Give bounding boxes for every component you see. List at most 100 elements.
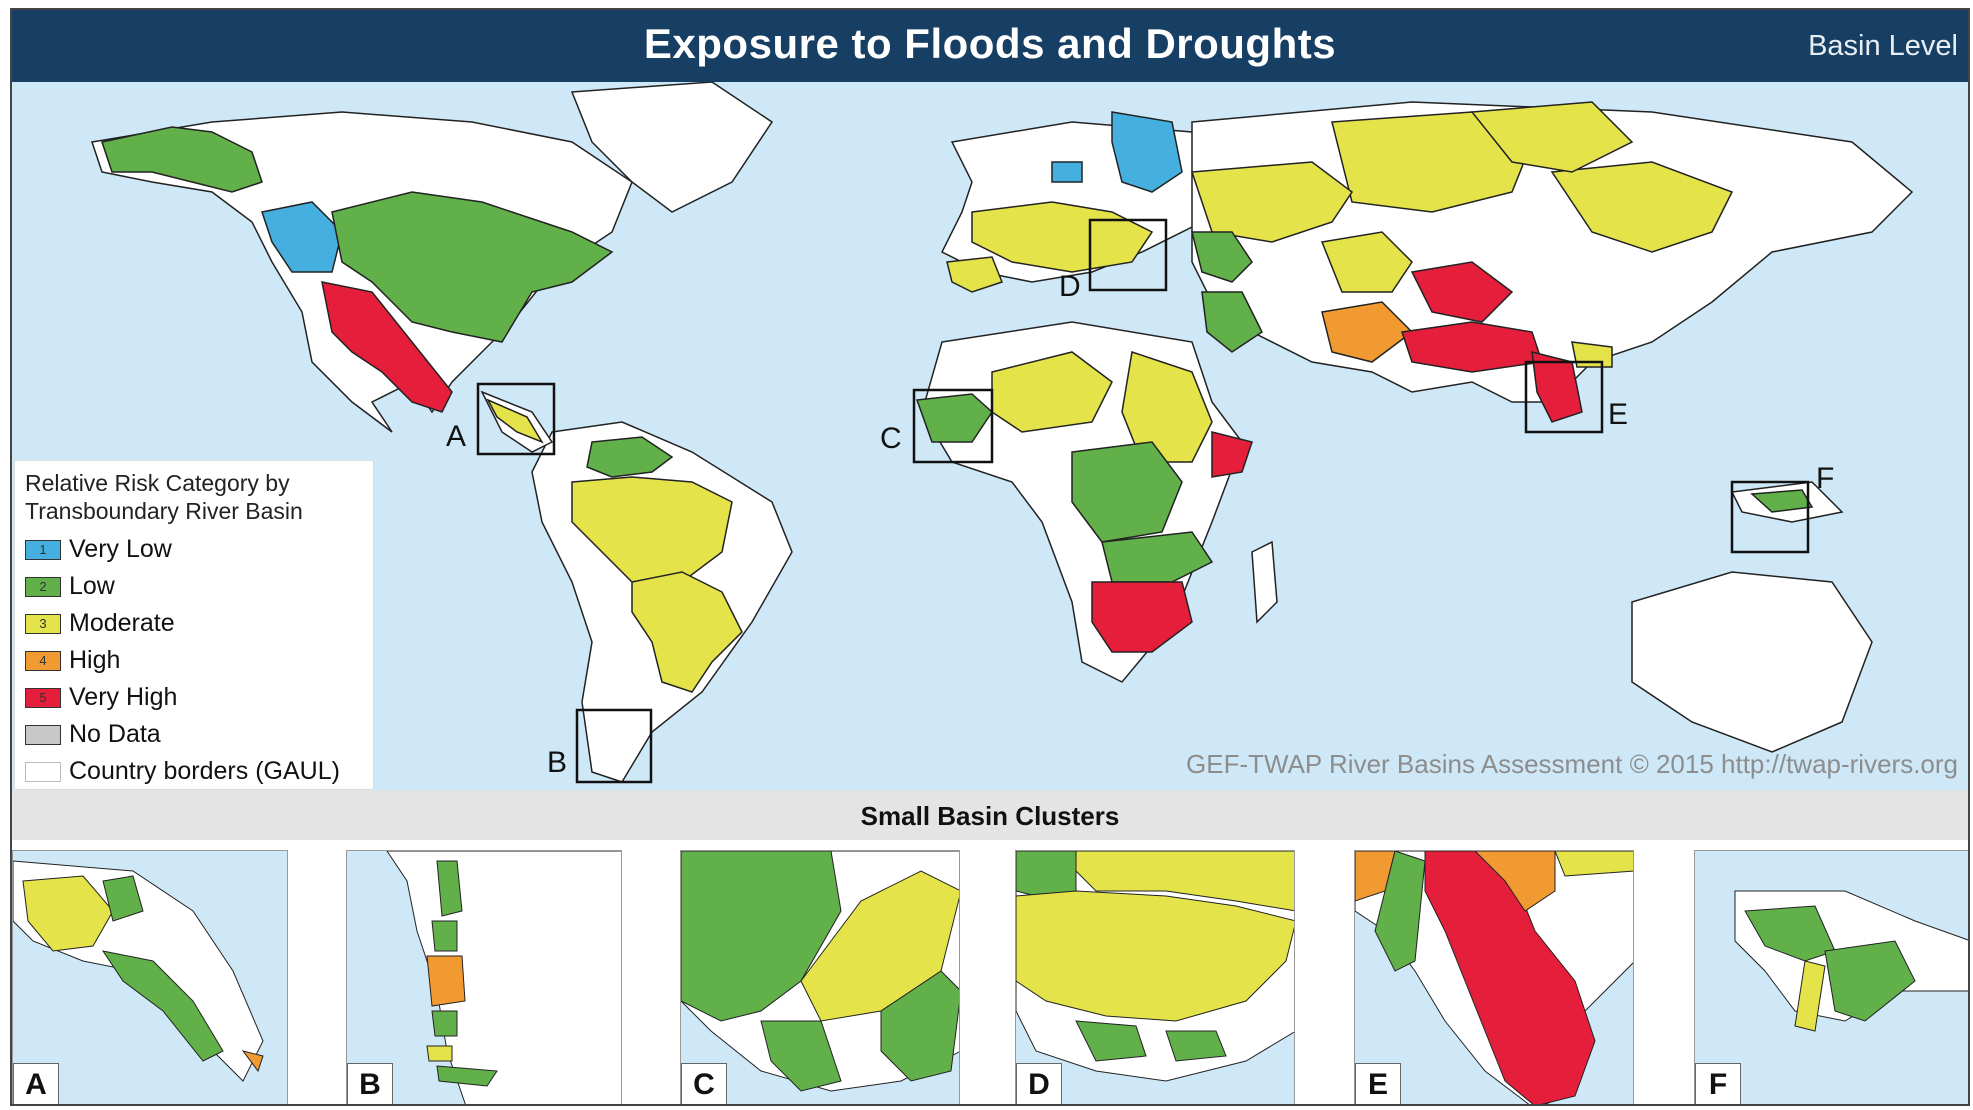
basin-horn-very-high [1211, 431, 1253, 478]
basin-scandinavia-very-low [1111, 111, 1183, 193]
basin-b-high [426, 955, 466, 1007]
basin-ganges-very-high [1401, 321, 1543, 373]
legend-swatch: 1 [25, 539, 61, 560]
legend-item-country-borders: Country borders (GAUL) [25, 753, 363, 790]
legend-item-high: 4 High [25, 642, 363, 679]
basin-b-low-4 [436, 1065, 498, 1087]
panel-label-d: D [1016, 1063, 1062, 1104]
basin-alaska-low [101, 126, 263, 193]
cluster-panel-f: F [1694, 850, 1968, 1104]
basin-b-low-1 [436, 860, 463, 917]
inset-box-c [912, 388, 994, 464]
basin-caspian-low [1191, 231, 1253, 283]
basin-a-moderate [22, 875, 114, 952]
panel-label-a: A [13, 1063, 59, 1104]
cluster-panels: A B C [12, 840, 1968, 1104]
inset-label-d: D [1059, 270, 1081, 303]
legend-item-moderate: 3 Moderate [25, 605, 363, 642]
basin-a-low-1 [102, 875, 144, 922]
cluster-title: Small Basin Clusters [860, 801, 1120, 831]
map-figure: Exposure to Floods and Droughts Basin Le… [10, 8, 1970, 1106]
basin-c-low-1 [681, 851, 842, 1022]
basin-new-guinea-low [1750, 489, 1814, 513]
legend-swatch: 2 [25, 576, 61, 597]
land-madagascar [1251, 540, 1278, 624]
legend-label: Moderate [69, 609, 175, 637]
title-bar: Exposure to Floods and Droughts Basin Le… [12, 10, 1968, 82]
basin-f-low-2 [1824, 940, 1916, 1022]
cluster-map-d [1016, 851, 1294, 1082]
credit-text: GEF-TWAP River Basins Assessment © 2015 … [1186, 749, 1958, 779]
basin-nile-moderate [1121, 351, 1213, 463]
inset-box-b [575, 708, 653, 784]
basin-indus-high [1321, 301, 1414, 363]
basin-congo-low [1071, 441, 1183, 543]
legend-swatch [25, 724, 61, 745]
basin-e-low [1374, 851, 1426, 972]
world-map-svg [91, 82, 1914, 784]
cluster-map-c [681, 851, 959, 1092]
cluster-map-e [1355, 851, 1633, 1104]
basin-c-low-2 [880, 970, 959, 1082]
legend-item-very-low: 1 Very Low [25, 531, 363, 568]
basin-canada-low [331, 191, 614, 343]
basin-a-high [241, 1050, 264, 1073]
basin-orange-very-high [1091, 581, 1193, 653]
cluster-map-a [13, 860, 264, 1082]
basin-nordic-very-low [1051, 161, 1083, 183]
land-australia [1631, 571, 1873, 753]
basin-d-moderate-2 [1016, 890, 1294, 1022]
level-label: Basin Level [1808, 30, 1958, 62]
cluster-panel-d: D [1015, 850, 1295, 1104]
basin-b-low-3 [431, 1010, 458, 1037]
panel-label-e: E [1355, 1063, 1401, 1104]
inset-label-a: A [446, 420, 467, 453]
inset-label-f: F [1816, 462, 1835, 495]
basin-d-low-1 [1016, 851, 1077, 897]
legend-swatch: 5 [25, 687, 61, 708]
legend-item-no-data: No Data [25, 716, 363, 753]
inset-box-f [1730, 480, 1810, 554]
basin-lena-moderate [1470, 101, 1634, 173]
legend-label: Very Low [69, 535, 172, 563]
basin-west-africa-low [915, 393, 993, 443]
legend-swatch: 3 [25, 613, 61, 634]
inset-label-b: B [547, 746, 568, 779]
legend-item-very-high: 5 Very High [25, 679, 363, 716]
basin-f-low-1 [1744, 905, 1836, 962]
basin-e-moderate [1554, 851, 1633, 877]
land-greenland [570, 82, 774, 213]
inset-box-e [1524, 360, 1604, 434]
basin-orinoco-low [586, 436, 674, 478]
panel-label-b: B [347, 1063, 393, 1104]
legend: Relative Risk Category by Transboundary … [14, 460, 374, 790]
basin-central-asia-very-high [1410, 261, 1514, 323]
legend-title-line1: Relative Risk Category by [25, 470, 290, 496]
basin-columbia-very-low [261, 201, 343, 273]
basin-zambezi-low [1101, 531, 1214, 583]
legend-title-line2: Transboundary River Basin [25, 498, 303, 524]
basin-c-low-3 [760, 1020, 842, 1092]
legend-label: Country borders (GAUL) [69, 757, 340, 785]
legend-title: Relative Risk Category by Transboundary … [25, 469, 363, 525]
basin-iberia-moderate [946, 256, 1003, 293]
inset-box-d [1088, 218, 1168, 292]
basin-d-low-3 [1165, 1030, 1227, 1062]
basin-d-low-2 [1075, 1020, 1147, 1062]
basin-amur-moderate [1550, 161, 1734, 253]
basin-b-moderate [426, 1045, 453, 1062]
inset-label-e: E [1608, 398, 1629, 431]
inset-label-c: C [880, 422, 902, 455]
basin-d-moderate-1 [1075, 851, 1294, 912]
cluster-header: Small Basin Clusters [12, 790, 1968, 840]
cluster-panel-a: A [12, 850, 288, 1104]
cluster-panel-b: B [346, 850, 622, 1104]
basin-central-america-moderate [486, 398, 544, 444]
basin-la-plata-moderate [631, 571, 743, 693]
legend-label: Low [69, 572, 115, 600]
legend-swatch: 4 [25, 650, 61, 671]
basin-middle-east-low [1201, 291, 1263, 353]
basin-f-moderate [1794, 960, 1826, 1032]
basin-aral-moderate [1320, 231, 1413, 293]
cluster-map-f [1734, 890, 1968, 1032]
